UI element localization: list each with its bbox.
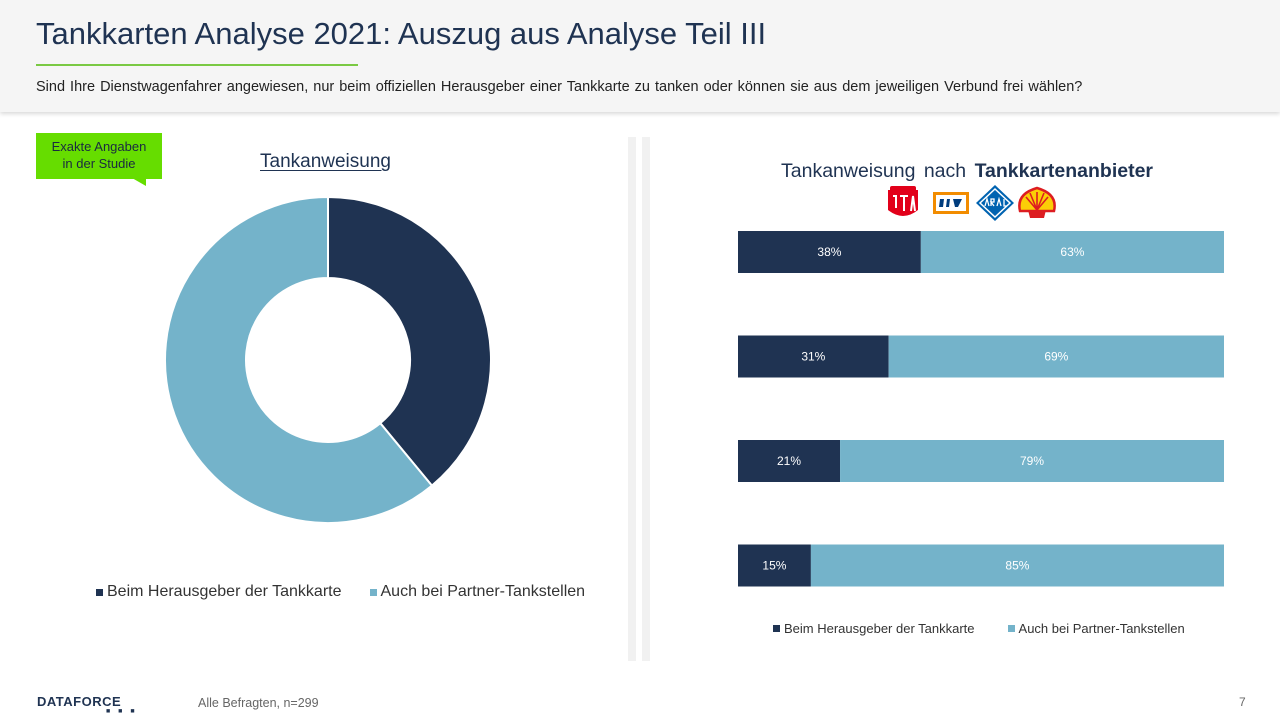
bar-legend-label-issuer: Beim Herausgeber der Tankkarte bbox=[784, 621, 975, 636]
stacked-bar-chart: 38% 63% 31% 69% 21% 79% 15% 85% bbox=[738, 231, 1224, 587]
bar-legend-label-partner: Auch bei Partner-Tankstellen bbox=[1018, 621, 1185, 636]
page-subtitle: Sind Ihre Dienstwagenfahrer angewiesen, … bbox=[36, 79, 1083, 95]
footer-sample-note: Alle Befragten, n=299 bbox=[198, 696, 319, 710]
donut-chart-title: Tankanweisung bbox=[260, 151, 391, 172]
bar-label-dkv-issuer: 31% bbox=[801, 350, 825, 364]
bar-shell-partner bbox=[810, 544, 1224, 587]
bar-legend-swatch-dark bbox=[773, 625, 780, 632]
bar-legend-item-issuer: Beim Herausgeber der Tankkarte bbox=[773, 621, 975, 636]
callout-line-2: in der Studie bbox=[62, 156, 136, 171]
footer-brand-logo: DATAFORCE bbox=[37, 694, 122, 709]
callout-tail bbox=[132, 178, 146, 186]
page-number: 7 bbox=[1239, 695, 1246, 709]
donut-slice-partner bbox=[164, 195, 434, 524]
shell-logo-icon bbox=[1018, 186, 1056, 218]
legend-label-partner: Auch bei Partner-Tankstellen bbox=[380, 583, 586, 600]
bar-dkv-issuer bbox=[738, 335, 889, 378]
bar-legend: Beim Herausgeber der Tankkarte Auch bei … bbox=[773, 621, 1185, 636]
callout-line-1: Exakte Angaben bbox=[51, 139, 147, 154]
bar-legend-item-partner: Auch bei Partner-Tankstellen bbox=[1007, 621, 1185, 636]
section-divider bbox=[628, 137, 650, 661]
bar-label-uta-issuer: 38% bbox=[817, 245, 841, 259]
bar-title-prefix: Tankanweisung nach bbox=[781, 160, 967, 182]
bar-aral-issuer bbox=[738, 440, 841, 482]
bar-aral-partner bbox=[840, 440, 1224, 482]
bar-label-aral-issuer: 21% bbox=[777, 454, 801, 468]
bar-label-shell-partner: 85% bbox=[1005, 559, 1029, 573]
provider-logos bbox=[888, 185, 1056, 221]
bar-title-bold: Tankkartenanbieter bbox=[974, 160, 1154, 182]
bar-legend-swatch-light bbox=[1007, 625, 1015, 632]
dkv-logo-icon bbox=[933, 192, 969, 214]
legend-label-issuer: Beim Herausgeber der Tankkarte bbox=[107, 583, 342, 600]
study-callout: Exakte Angaben in der Studie bbox=[36, 133, 162, 179]
bar-shell-issuer bbox=[738, 544, 811, 587]
bar-label-aral-partner: 79% bbox=[1020, 454, 1044, 468]
bar-label-shell-issuer: 15% bbox=[762, 559, 786, 573]
legend-item-issuer: Beim Herausgeber der Tankkarte bbox=[96, 583, 342, 601]
bar-uta-partner bbox=[920, 231, 1224, 273]
title-underline bbox=[36, 64, 358, 66]
aral-logo-icon bbox=[976, 185, 1014, 221]
page-title: Tankkarten Analyse 2021: Auszug aus Anal… bbox=[36, 16, 767, 51]
uta-logo-icon bbox=[888, 186, 918, 216]
bar-label-dkv-partner: 69% bbox=[1044, 350, 1068, 364]
header-bar: Tankkarten Analyse 2021: Auszug aus Anal… bbox=[0, 0, 1280, 112]
bar-uta-issuer bbox=[738, 231, 921, 273]
legend-item-partner: Auch bei Partner-Tankstellen bbox=[369, 583, 586, 601]
bar-chart-title: Tankanweisung nach Tankkartenanbieter bbox=[781, 160, 1153, 183]
legend-swatch-dark bbox=[96, 588, 103, 596]
bar-dkv-partner bbox=[888, 335, 1224, 378]
donut-chart bbox=[164, 195, 492, 524]
donut-legend: Beim Herausgeber der Tankkarte Auch bei … bbox=[96, 583, 585, 601]
brand-dots-icon: ■ ■ ■ bbox=[106, 708, 138, 715]
bar-label-uta-partner: 63% bbox=[1060, 245, 1084, 259]
donut-slice-issuer bbox=[327, 195, 492, 488]
legend-swatch-light bbox=[369, 588, 377, 596]
